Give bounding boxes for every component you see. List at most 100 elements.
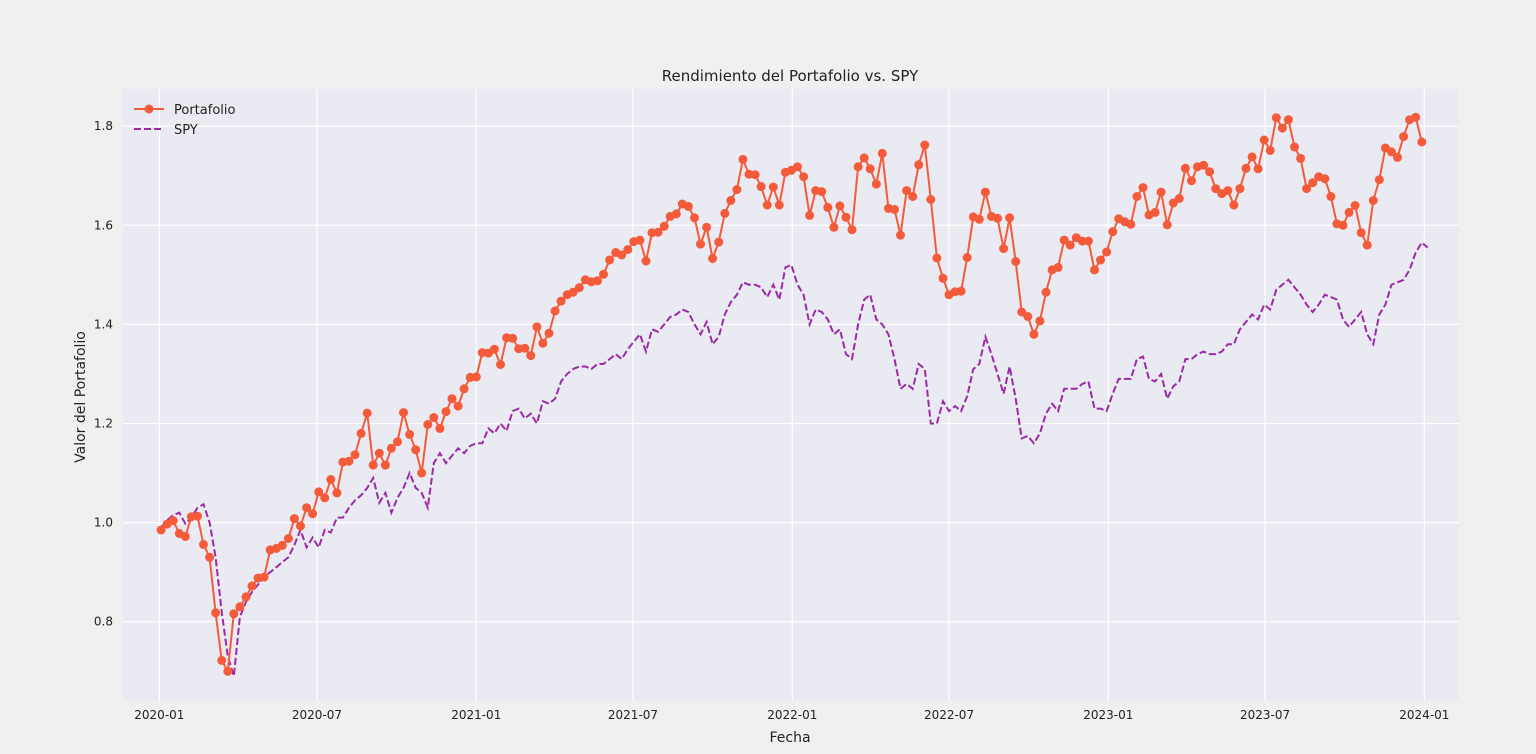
- legend-portfolio-marker: [144, 104, 154, 114]
- data-point: [1362, 240, 1372, 250]
- data-point: [447, 394, 457, 404]
- data-point: [1011, 257, 1021, 266]
- y-tick-label: 0.8: [94, 615, 113, 629]
- data-point: [853, 162, 863, 172]
- data-point: [1126, 219, 1136, 229]
- data-point: [1374, 175, 1384, 185]
- data-point: [683, 201, 693, 211]
- data-point: [956, 286, 966, 296]
- data-point: [999, 244, 1009, 254]
- data-point: [1059, 235, 1069, 245]
- data-point: [289, 514, 299, 524]
- y-tick-label: 1.2: [94, 416, 113, 430]
- data-point: [1180, 163, 1190, 173]
- data-point: [417, 468, 427, 478]
- data-point: [1277, 123, 1287, 133]
- data-point: [750, 170, 760, 180]
- data-point: [690, 213, 699, 223]
- data-point: [1368, 196, 1378, 205]
- data-point: [926, 195, 936, 204]
- data-point: [896, 230, 905, 240]
- data-point: [805, 210, 815, 220]
- data-point: [1035, 316, 1045, 326]
- data-point: [732, 185, 742, 195]
- data-point: [1356, 228, 1366, 238]
- data-point: [1096, 255, 1105, 265]
- data-point: [471, 372, 481, 382]
- data-point: [1211, 184, 1221, 194]
- data-point: [890, 204, 899, 214]
- data-point: [217, 655, 227, 665]
- x-tick-label: 2024-01: [1399, 708, 1449, 722]
- data-point: [429, 413, 439, 422]
- data-point: [671, 209, 681, 219]
- data-point: [768, 182, 778, 192]
- data-point: [1041, 287, 1051, 297]
- data-point: [1320, 174, 1330, 184]
- data-point: [211, 608, 221, 618]
- x-axis-ticks: 2020-01 2020-07 2021-01 2021-07 2022-01 2022-…: [134, 708, 1449, 722]
- data-point: [1350, 201, 1360, 210]
- data-point: [193, 511, 202, 521]
- data-point: [738, 154, 748, 164]
- data-point: [520, 343, 530, 353]
- data-point: [350, 450, 360, 460]
- data-point: [659, 221, 669, 231]
- data-point: [1296, 153, 1306, 163]
- x-tick-label: 2022-01: [767, 708, 817, 722]
- data-point: [435, 423, 445, 433]
- data-point: [865, 164, 875, 174]
- data-point: [599, 269, 608, 279]
- data-point: [1132, 192, 1142, 201]
- data-point: [762, 200, 772, 210]
- data-point: [1344, 207, 1354, 217]
- data-point: [168, 516, 178, 526]
- data-point: [1229, 200, 1239, 210]
- data-point: [223, 666, 233, 676]
- data-point: [1150, 207, 1160, 217]
- data-point: [556, 296, 566, 306]
- data-point: [344, 456, 354, 466]
- data-point: [574, 283, 584, 293]
- x-tick-label: 2023-01: [1083, 708, 1133, 722]
- data-point: [259, 572, 269, 582]
- x-tick-label: 2021-01: [451, 708, 501, 722]
- data-point: [1083, 236, 1093, 246]
- data-point: [1326, 192, 1336, 201]
- data-point: [386, 443, 396, 453]
- data-point: [1308, 178, 1318, 188]
- data-point: [635, 235, 645, 245]
- data-point: [617, 250, 627, 260]
- data-point: [708, 254, 718, 263]
- data-point: [720, 208, 730, 218]
- data-point: [538, 338, 548, 348]
- data-point: [1302, 184, 1312, 194]
- data-point: [835, 201, 845, 211]
- data-point: [489, 344, 499, 354]
- data-point: [508, 333, 518, 343]
- x-tick-label: 2020-07: [292, 708, 342, 722]
- data-point: [641, 256, 651, 266]
- data-point: [774, 200, 784, 210]
- data-point: [726, 196, 736, 205]
- data-point: [623, 245, 633, 255]
- legend-spy-label: SPY: [174, 123, 198, 138]
- data-point: [1090, 265, 1099, 275]
- data-point: [702, 222, 712, 232]
- data-point: [332, 488, 342, 498]
- data-point: [871, 179, 881, 189]
- legend-portfolio-label: Portafolio: [174, 103, 235, 118]
- data-point: [1241, 163, 1251, 173]
- data-point: [156, 525, 166, 535]
- data-point: [205, 552, 215, 562]
- data-point: [1223, 186, 1233, 196]
- data-point: [453, 401, 463, 411]
- data-point: [962, 253, 972, 262]
- x-axis-label: Fecha: [769, 730, 810, 746]
- data-point: [393, 437, 402, 447]
- data-point: [1265, 145, 1275, 155]
- data-point: [823, 202, 833, 212]
- chart-title: Rendimiento del Portafolio vs. SPY: [662, 67, 919, 85]
- data-point: [714, 237, 724, 247]
